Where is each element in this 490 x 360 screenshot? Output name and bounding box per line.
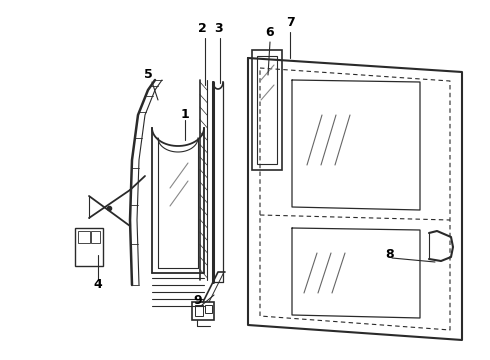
Bar bbox=[78, 231, 90, 243]
Text: 2: 2 bbox=[197, 22, 206, 35]
Text: 5: 5 bbox=[144, 68, 152, 81]
Text: 1: 1 bbox=[181, 108, 189, 122]
Bar bbox=[91, 231, 100, 243]
Bar bbox=[257, 56, 277, 164]
Bar bbox=[205, 305, 212, 313]
Bar bbox=[192, 302, 214, 320]
Text: 3: 3 bbox=[214, 22, 222, 35]
Text: 4: 4 bbox=[94, 279, 102, 292]
Text: 9: 9 bbox=[194, 293, 202, 306]
Bar bbox=[195, 305, 203, 316]
Text: 7: 7 bbox=[286, 15, 294, 28]
Bar bbox=[252, 50, 282, 170]
Bar bbox=[75, 228, 103, 266]
Text: 8: 8 bbox=[386, 248, 394, 261]
Text: 6: 6 bbox=[266, 26, 274, 39]
